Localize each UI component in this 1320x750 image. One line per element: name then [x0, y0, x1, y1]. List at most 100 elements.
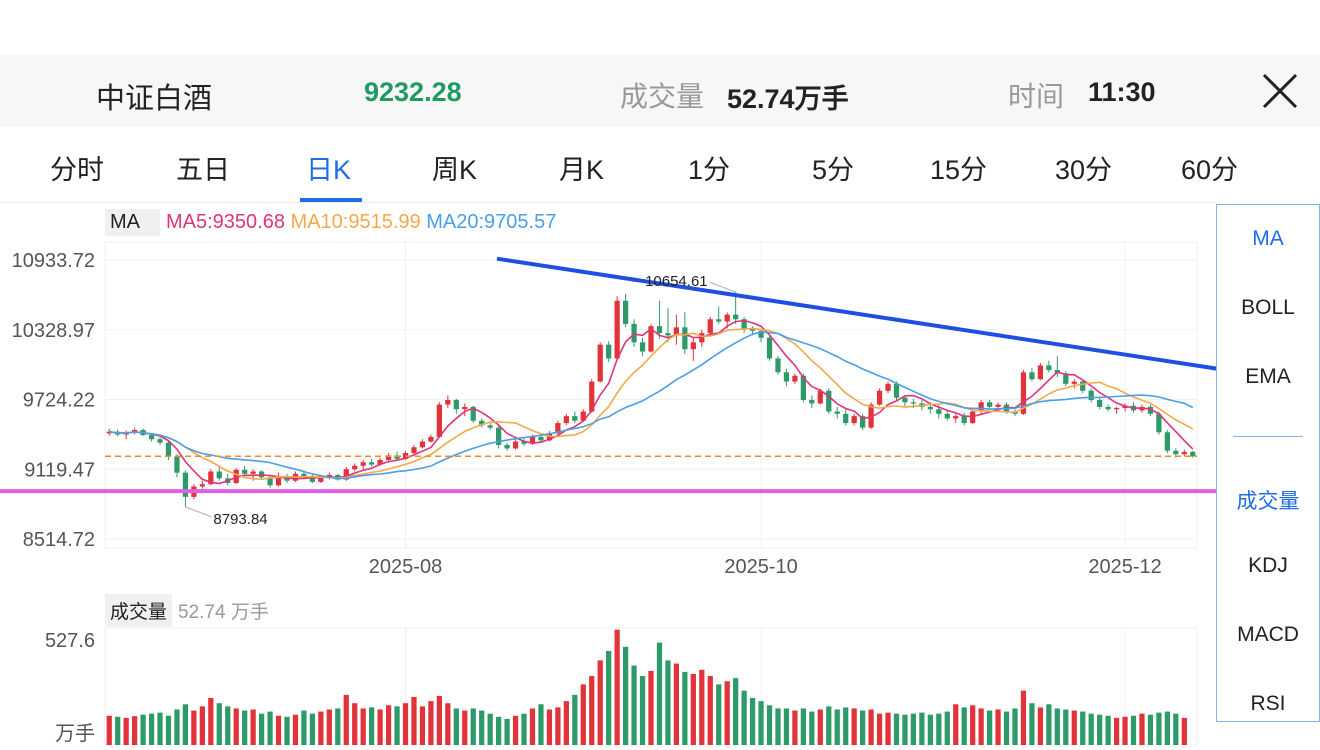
candle-body — [690, 342, 696, 350]
candle-body — [597, 344, 603, 382]
moving-average-lines — [109, 319, 1194, 485]
candle-body — [783, 372, 790, 382]
candle-body — [1156, 413, 1162, 433]
candle-body — [1071, 381, 1077, 384]
ma-tag[interactable]: MA — [105, 209, 160, 236]
tab-weekly-k[interactable]: 周K — [432, 155, 478, 185]
candle-body — [199, 484, 205, 487]
volume-bar — [775, 708, 781, 745]
volume-bar — [572, 694, 578, 745]
candle-body — [910, 402, 917, 404]
candle-body — [563, 416, 569, 424]
candle-body — [639, 342, 646, 352]
candle-body — [419, 441, 426, 448]
candle-body — [369, 462, 375, 465]
ma10-line — [109, 327, 1194, 481]
indicator-boll[interactable]: BOLL — [1241, 296, 1295, 319]
indicator-ema[interactable]: EMA — [1245, 365, 1291, 388]
close-x-icon[interactable] — [1258, 69, 1302, 113]
candle-body — [1122, 405, 1128, 409]
volume-bar — [132, 716, 138, 745]
volume-bar — [292, 714, 299, 745]
indicator-ma[interactable]: MA — [1252, 227, 1284, 250]
volume-bars — [106, 629, 1187, 745]
candle-body — [741, 319, 747, 329]
candle-body — [343, 469, 349, 480]
volume-bar — [115, 716, 121, 745]
candle-body — [936, 409, 942, 414]
tab-30min[interactable]: 30分 — [1055, 155, 1113, 185]
tab-15min[interactable]: 15分 — [930, 155, 988, 185]
x-tick-label: 2025-08 — [369, 556, 442, 578]
candle-body — [733, 314, 739, 320]
candle-body — [538, 436, 544, 441]
volume-axis-labels: 527.6 万手 — [45, 630, 95, 745]
volume-tag[interactable]: 成交量 — [105, 594, 173, 627]
volume-max-label: 527.6 — [45, 630, 95, 652]
volume-bar — [419, 706, 426, 745]
volume-bar — [453, 708, 459, 745]
candle-body — [1181, 451, 1187, 455]
candle-body — [995, 404, 1001, 407]
y-tick-label: 9119.47 — [24, 459, 95, 481]
indicator-kdj[interactable]: KDJ — [1248, 554, 1288, 577]
indicator-volume[interactable]: 成交量 — [1236, 490, 1300, 513]
volume-bar — [665, 660, 671, 745]
volume-bar — [216, 703, 222, 745]
indicator-rsi[interactable]: RSI — [1250, 692, 1286, 715]
candle-body — [1080, 381, 1086, 391]
candle-body — [233, 469, 239, 484]
candle-body — [978, 402, 984, 412]
volume-bar — [614, 629, 620, 745]
y-tick-label: 8514.72 — [23, 529, 95, 551]
candle-body — [360, 462, 366, 466]
volume-bar — [182, 704, 189, 745]
volume-bar — [1105, 715, 1111, 745]
volume-bar — [106, 715, 112, 745]
candle-body — [749, 328, 756, 331]
indicator-panel: MA BOLL EMA 成交量 KDJ MACD RSI — [1216, 204, 1320, 722]
tab-monthly-k[interactable]: 月K — [559, 155, 605, 185]
volume-bar — [1156, 712, 1162, 745]
index-name: 中证白酒 — [96, 83, 213, 115]
volume-bar — [394, 706, 400, 745]
volume-bar — [555, 707, 561, 745]
candle-body — [648, 326, 654, 352]
tab-5min[interactable]: 5分 — [812, 155, 855, 185]
volume-bar — [961, 707, 967, 745]
tab-daily-k[interactable]: 日K — [306, 155, 352, 185]
tab-five-day[interactable]: 五日 — [176, 155, 230, 185]
volume-bar — [462, 710, 468, 745]
candle-body — [1190, 451, 1196, 457]
candle-body — [656, 326, 663, 334]
volume-bar — [724, 681, 730, 745]
volume-bar — [1122, 716, 1128, 745]
volume-bar — [656, 642, 663, 745]
candle-body — [504, 444, 510, 449]
tab-60min[interactable]: 60分 — [1181, 155, 1239, 185]
indicator-macd[interactable]: MACD — [1237, 623, 1299, 646]
candle-body — [1046, 365, 1052, 370]
candle-body — [809, 399, 815, 404]
candle-body — [132, 429, 138, 433]
candle-body — [428, 436, 434, 442]
candle-body — [589, 381, 595, 412]
tab-1min[interactable]: 1分 — [688, 155, 731, 185]
candle-body — [792, 375, 798, 382]
candle-body — [580, 411, 586, 421]
volume-bar — [250, 709, 256, 745]
volume-value: 52.74万手 — [727, 84, 849, 114]
max-leader — [709, 281, 736, 293]
volume-bar — [902, 714, 908, 745]
candle-body — [961, 416, 967, 424]
volume-bar — [792, 710, 798, 745]
candle-body — [157, 439, 163, 443]
volume-bar — [318, 711, 324, 745]
tab-intraday[interactable]: 分时 — [50, 155, 104, 185]
volume-bar — [1046, 704, 1052, 745]
volume-bar — [843, 707, 849, 745]
last-price: 9232.28 — [364, 77, 462, 107]
period-tabs: 分时 五日 日K 周K 月K 1分 5分 15分 30分 60分 — [0, 130, 1320, 202]
volume-bar — [783, 708, 790, 745]
